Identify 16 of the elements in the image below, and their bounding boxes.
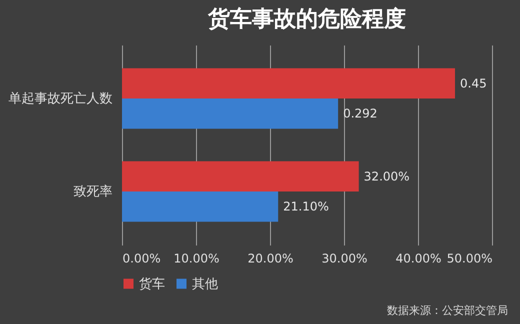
y-tick-label: 单起事故死亡人数 bbox=[8, 90, 112, 106]
data-label: 21.10% bbox=[283, 200, 329, 214]
y-tick-label: 致死率 bbox=[74, 184, 112, 200]
x-tick-label: 10.00% bbox=[174, 252, 220, 266]
x-tick-label: 40.00% bbox=[396, 252, 442, 266]
x-tick-label: 0.00% bbox=[122, 252, 161, 266]
x-tick-label: 30.00% bbox=[322, 252, 368, 266]
legend-label: 其他 bbox=[192, 276, 218, 292]
chart-title: 货车事故的危险程度 bbox=[207, 6, 406, 32]
x-tick-label: 50.00% bbox=[446, 252, 492, 266]
data-label: 0.45 bbox=[460, 76, 487, 90]
source-note: 数据来源：公安部交管局 bbox=[387, 303, 508, 318]
x-tick-label: 20.00% bbox=[248, 252, 294, 266]
data-label: 32.00% bbox=[364, 169, 410, 184]
legend-label: 货车 bbox=[139, 276, 165, 292]
data-label: 0.292 bbox=[343, 106, 378, 121]
